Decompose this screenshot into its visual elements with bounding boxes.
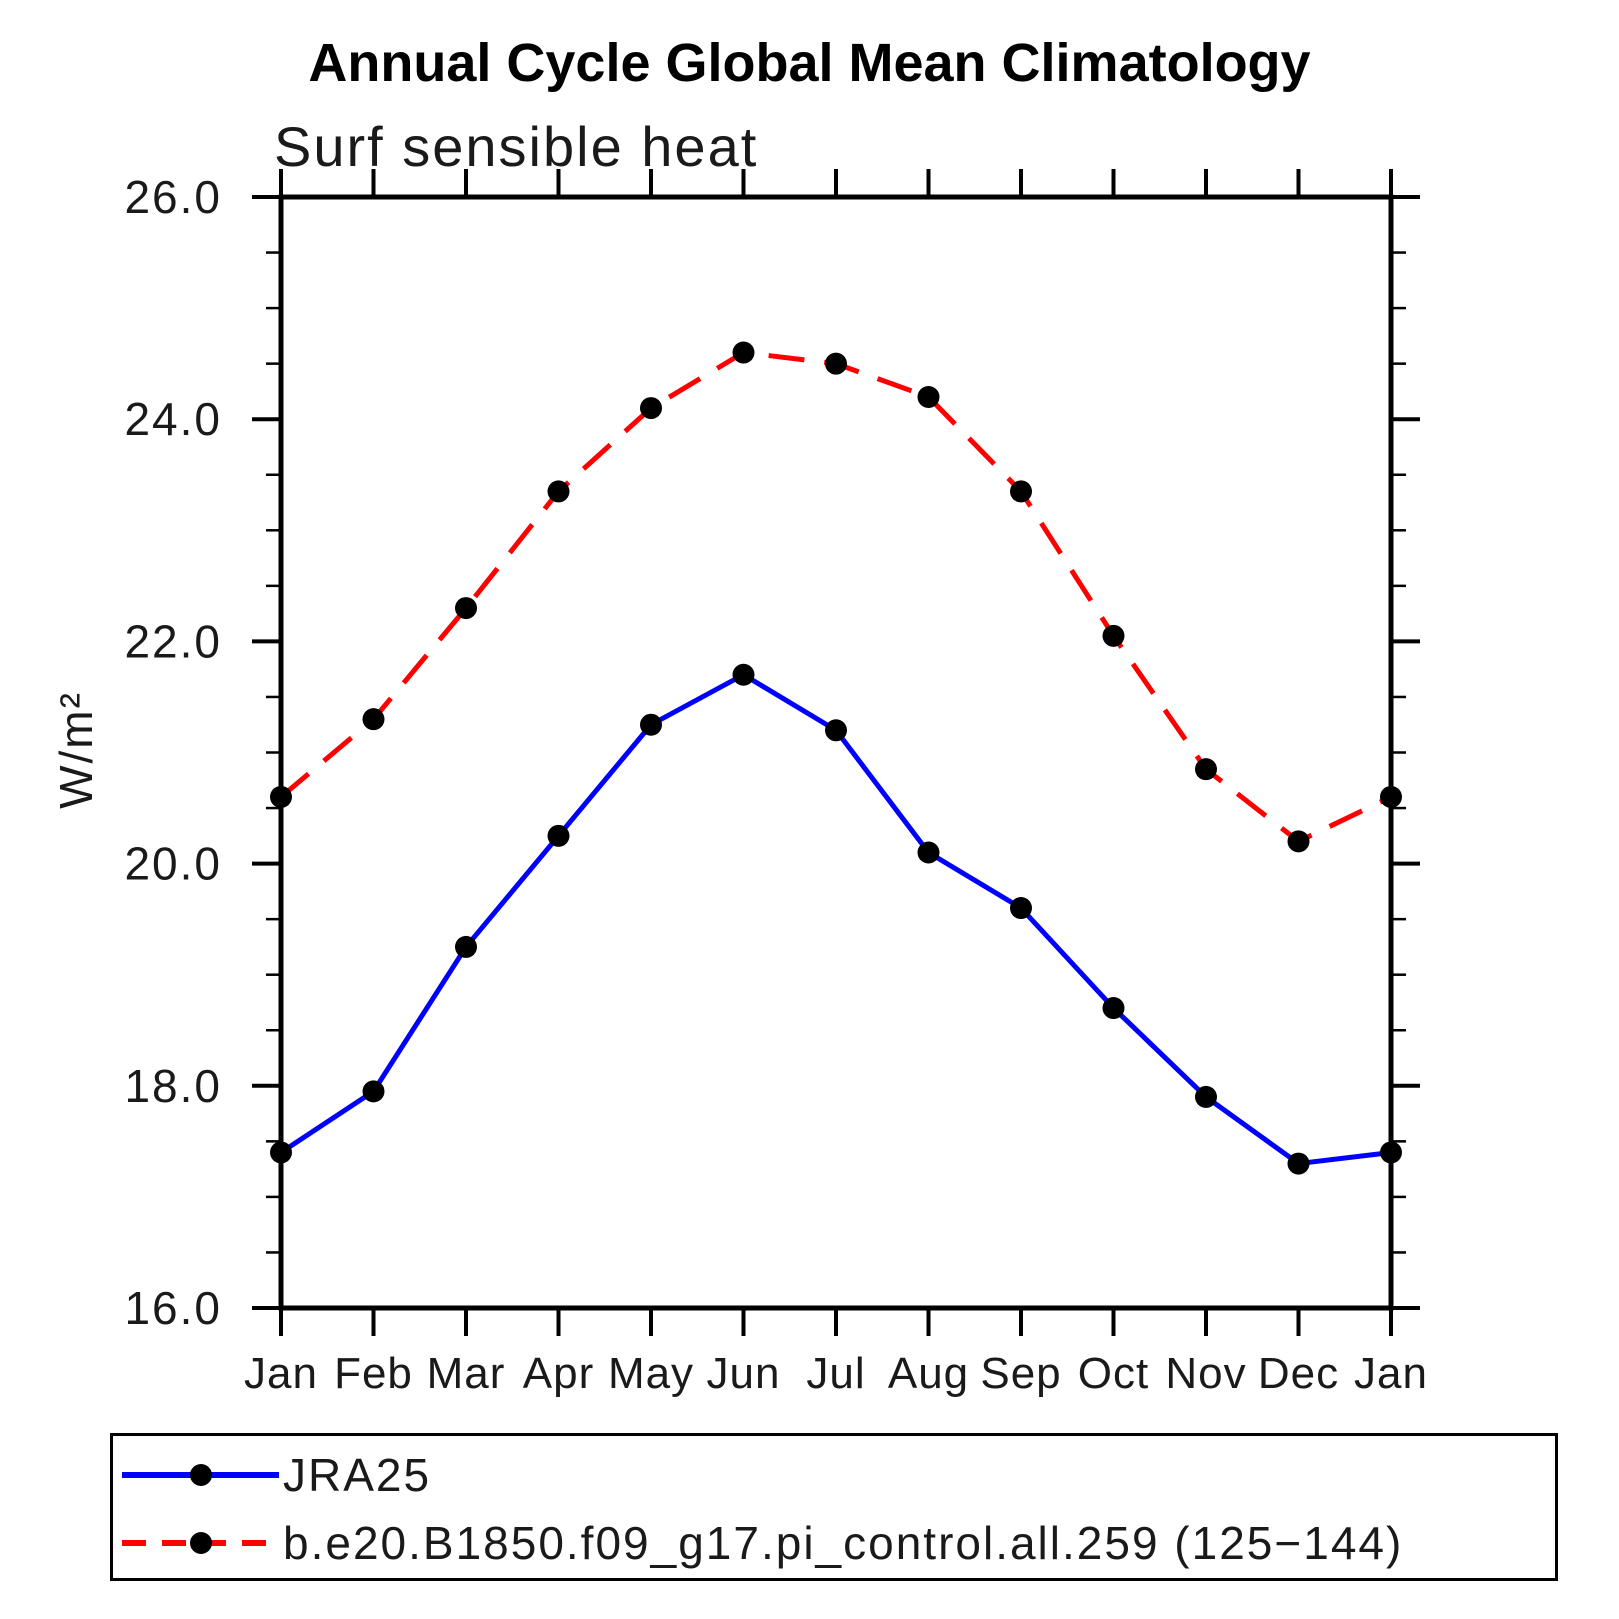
data-point-marker — [1380, 1141, 1402, 1164]
legend-line-sample-dashed — [122, 1532, 279, 1554]
data-point-marker — [455, 935, 477, 958]
series-group — [270, 341, 1402, 1175]
legend-marker-dot — [190, 1532, 212, 1554]
data-point-marker — [455, 597, 477, 620]
month-label: Jul — [806, 1349, 865, 1398]
data-point-marker — [1102, 624, 1125, 647]
legend: JRA25 b.e20.B1850.f09_g17.pi_control.all… — [110, 1433, 1558, 1581]
data-point-marker — [1010, 480, 1032, 503]
month-label: Apr — [523, 1349, 594, 1398]
month-label: May — [608, 1349, 694, 1398]
data-point-marker — [1380, 785, 1402, 808]
data-point-marker — [362, 708, 385, 731]
data-point-marker — [732, 341, 755, 364]
month-label: Sep — [980, 1349, 1061, 1398]
data-point-marker — [1287, 1152, 1310, 1175]
month-label: Jan — [244, 1349, 318, 1398]
y-tick-label: 16.0 — [124, 1282, 222, 1334]
month-label: Jan — [1354, 1349, 1428, 1398]
month-label: Dec — [1258, 1349, 1339, 1398]
data-point-marker — [640, 397, 662, 420]
legend-label-jra25: JRA25 — [283, 1449, 432, 1501]
y-tick-label: 22.0 — [124, 615, 222, 667]
series-line-0 — [279, 671, 1392, 1167]
month-label: Mar — [427, 1349, 506, 1398]
data-point-marker — [732, 663, 755, 686]
axis-tick-labels: 16.0 18.0 20.0 22.0 24.0 26.0 Jan Feb Mar Apr May J… — [124, 171, 1428, 1398]
month-label: Oct — [1078, 1349, 1149, 1398]
data-point-marker — [825, 352, 847, 375]
data-point-marker — [547, 824, 570, 847]
data-point-marker — [825, 719, 847, 742]
legend-entry-model: b.e20.B1850.f09_g17.pi_control.all.259 (… — [118, 1520, 1403, 1566]
legend-entry-jra25: JRA25 — [118, 1452, 431, 1498]
data-point-marker — [640, 713, 662, 736]
legend-line-sample-solid — [122, 1464, 279, 1486]
y-tick-label: 24.0 — [124, 393, 222, 445]
month-label: Jun — [707, 1349, 781, 1398]
data-point-marker — [1195, 758, 1217, 781]
data-point-marker — [547, 480, 570, 503]
month-label: Aug — [888, 1349, 969, 1398]
data-point-marker — [917, 385, 940, 408]
month-label: Nov — [1165, 1349, 1246, 1398]
data-point-marker — [1195, 1085, 1217, 1108]
series-line-1 — [279, 349, 1393, 845]
data-point-marker — [1102, 997, 1125, 1020]
month-label: Feb — [334, 1349, 413, 1398]
data-point-marker — [270, 785, 292, 808]
legend-label-model: b.e20.B1850.f09_g17.pi_control.all.259 (… — [283, 1517, 1404, 1569]
y-tick-label: 18.0 — [124, 1060, 222, 1112]
axis-ticks — [252, 169, 1420, 1336]
data-point-marker — [1010, 897, 1032, 920]
y-tick-label: 20.0 — [124, 838, 222, 890]
data-point-marker — [270, 1141, 292, 1164]
chart-subtitle: Surf sensible heat — [274, 115, 759, 178]
legend-marker-dot — [190, 1464, 212, 1486]
y-tick-label: 26.0 — [124, 171, 222, 223]
data-point-marker — [917, 841, 940, 864]
data-point-marker — [1287, 830, 1310, 853]
data-point-marker — [362, 1080, 385, 1103]
chart-title: Annual Cycle Global Mean Climatology — [308, 33, 1311, 93]
